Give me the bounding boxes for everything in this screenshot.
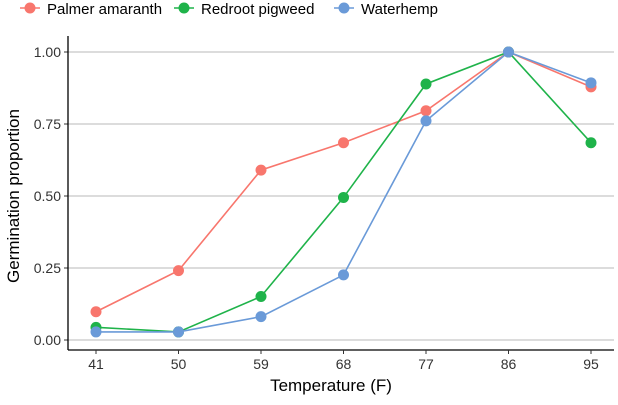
legend-label: Palmer amaranth xyxy=(47,1,162,18)
data-point xyxy=(585,77,597,89)
data-point xyxy=(338,191,349,203)
legend-label: Redroot pigweed xyxy=(201,1,314,18)
y-tick-label: 0.75 xyxy=(34,116,61,132)
data-point xyxy=(338,269,349,281)
y-axis-label: Germination proportion xyxy=(4,109,23,283)
data-point xyxy=(90,326,102,338)
legend-item: Palmer amaranth xyxy=(20,1,162,18)
x-tick-label: 68 xyxy=(336,356,352,372)
data-point xyxy=(420,78,432,90)
data-point xyxy=(255,291,267,303)
legend-item: Waterhemp xyxy=(334,1,438,18)
data-point xyxy=(420,105,432,117)
x-tick-label: 41 xyxy=(88,356,104,372)
data-point xyxy=(255,311,267,323)
legend: Palmer amaranth Redroot pigweed Waterhemp xyxy=(20,1,438,18)
x-axis-label: Temperature (F) xyxy=(270,376,392,395)
y-tick-label: 0.50 xyxy=(34,188,61,204)
y-tick-label: 0.00 xyxy=(34,332,61,348)
x-tick-label: 95 xyxy=(583,356,599,372)
legend-item: Redroot pigweed xyxy=(174,1,314,18)
data-point xyxy=(90,306,102,318)
x-tick-label: 77 xyxy=(418,356,434,372)
x-tick-label: 50 xyxy=(171,356,187,372)
y-tick-label: 0.25 xyxy=(34,260,61,276)
data-point xyxy=(173,326,184,338)
data-point xyxy=(585,137,597,149)
data-point xyxy=(420,115,432,127)
legend-key-point xyxy=(24,2,36,14)
series-redroot-pigweed xyxy=(90,46,597,338)
series-layer xyxy=(90,46,597,338)
data-point xyxy=(503,46,514,58)
data-point xyxy=(338,137,349,149)
series-waterhemp xyxy=(90,46,597,338)
data-point xyxy=(173,265,184,277)
axes: 0.00 0.25 0.50 0.75 1.00 41 50 59 68 77 86 95 xyxy=(34,36,614,372)
x-tick-label: 59 xyxy=(253,356,269,372)
data-point xyxy=(255,164,267,176)
legend-label: Waterhemp xyxy=(361,1,438,18)
x-tick-label: 86 xyxy=(501,356,517,372)
legend-key-point xyxy=(338,2,350,14)
y-tick-label: 1.00 xyxy=(34,44,61,60)
legend-key-point xyxy=(178,2,190,14)
